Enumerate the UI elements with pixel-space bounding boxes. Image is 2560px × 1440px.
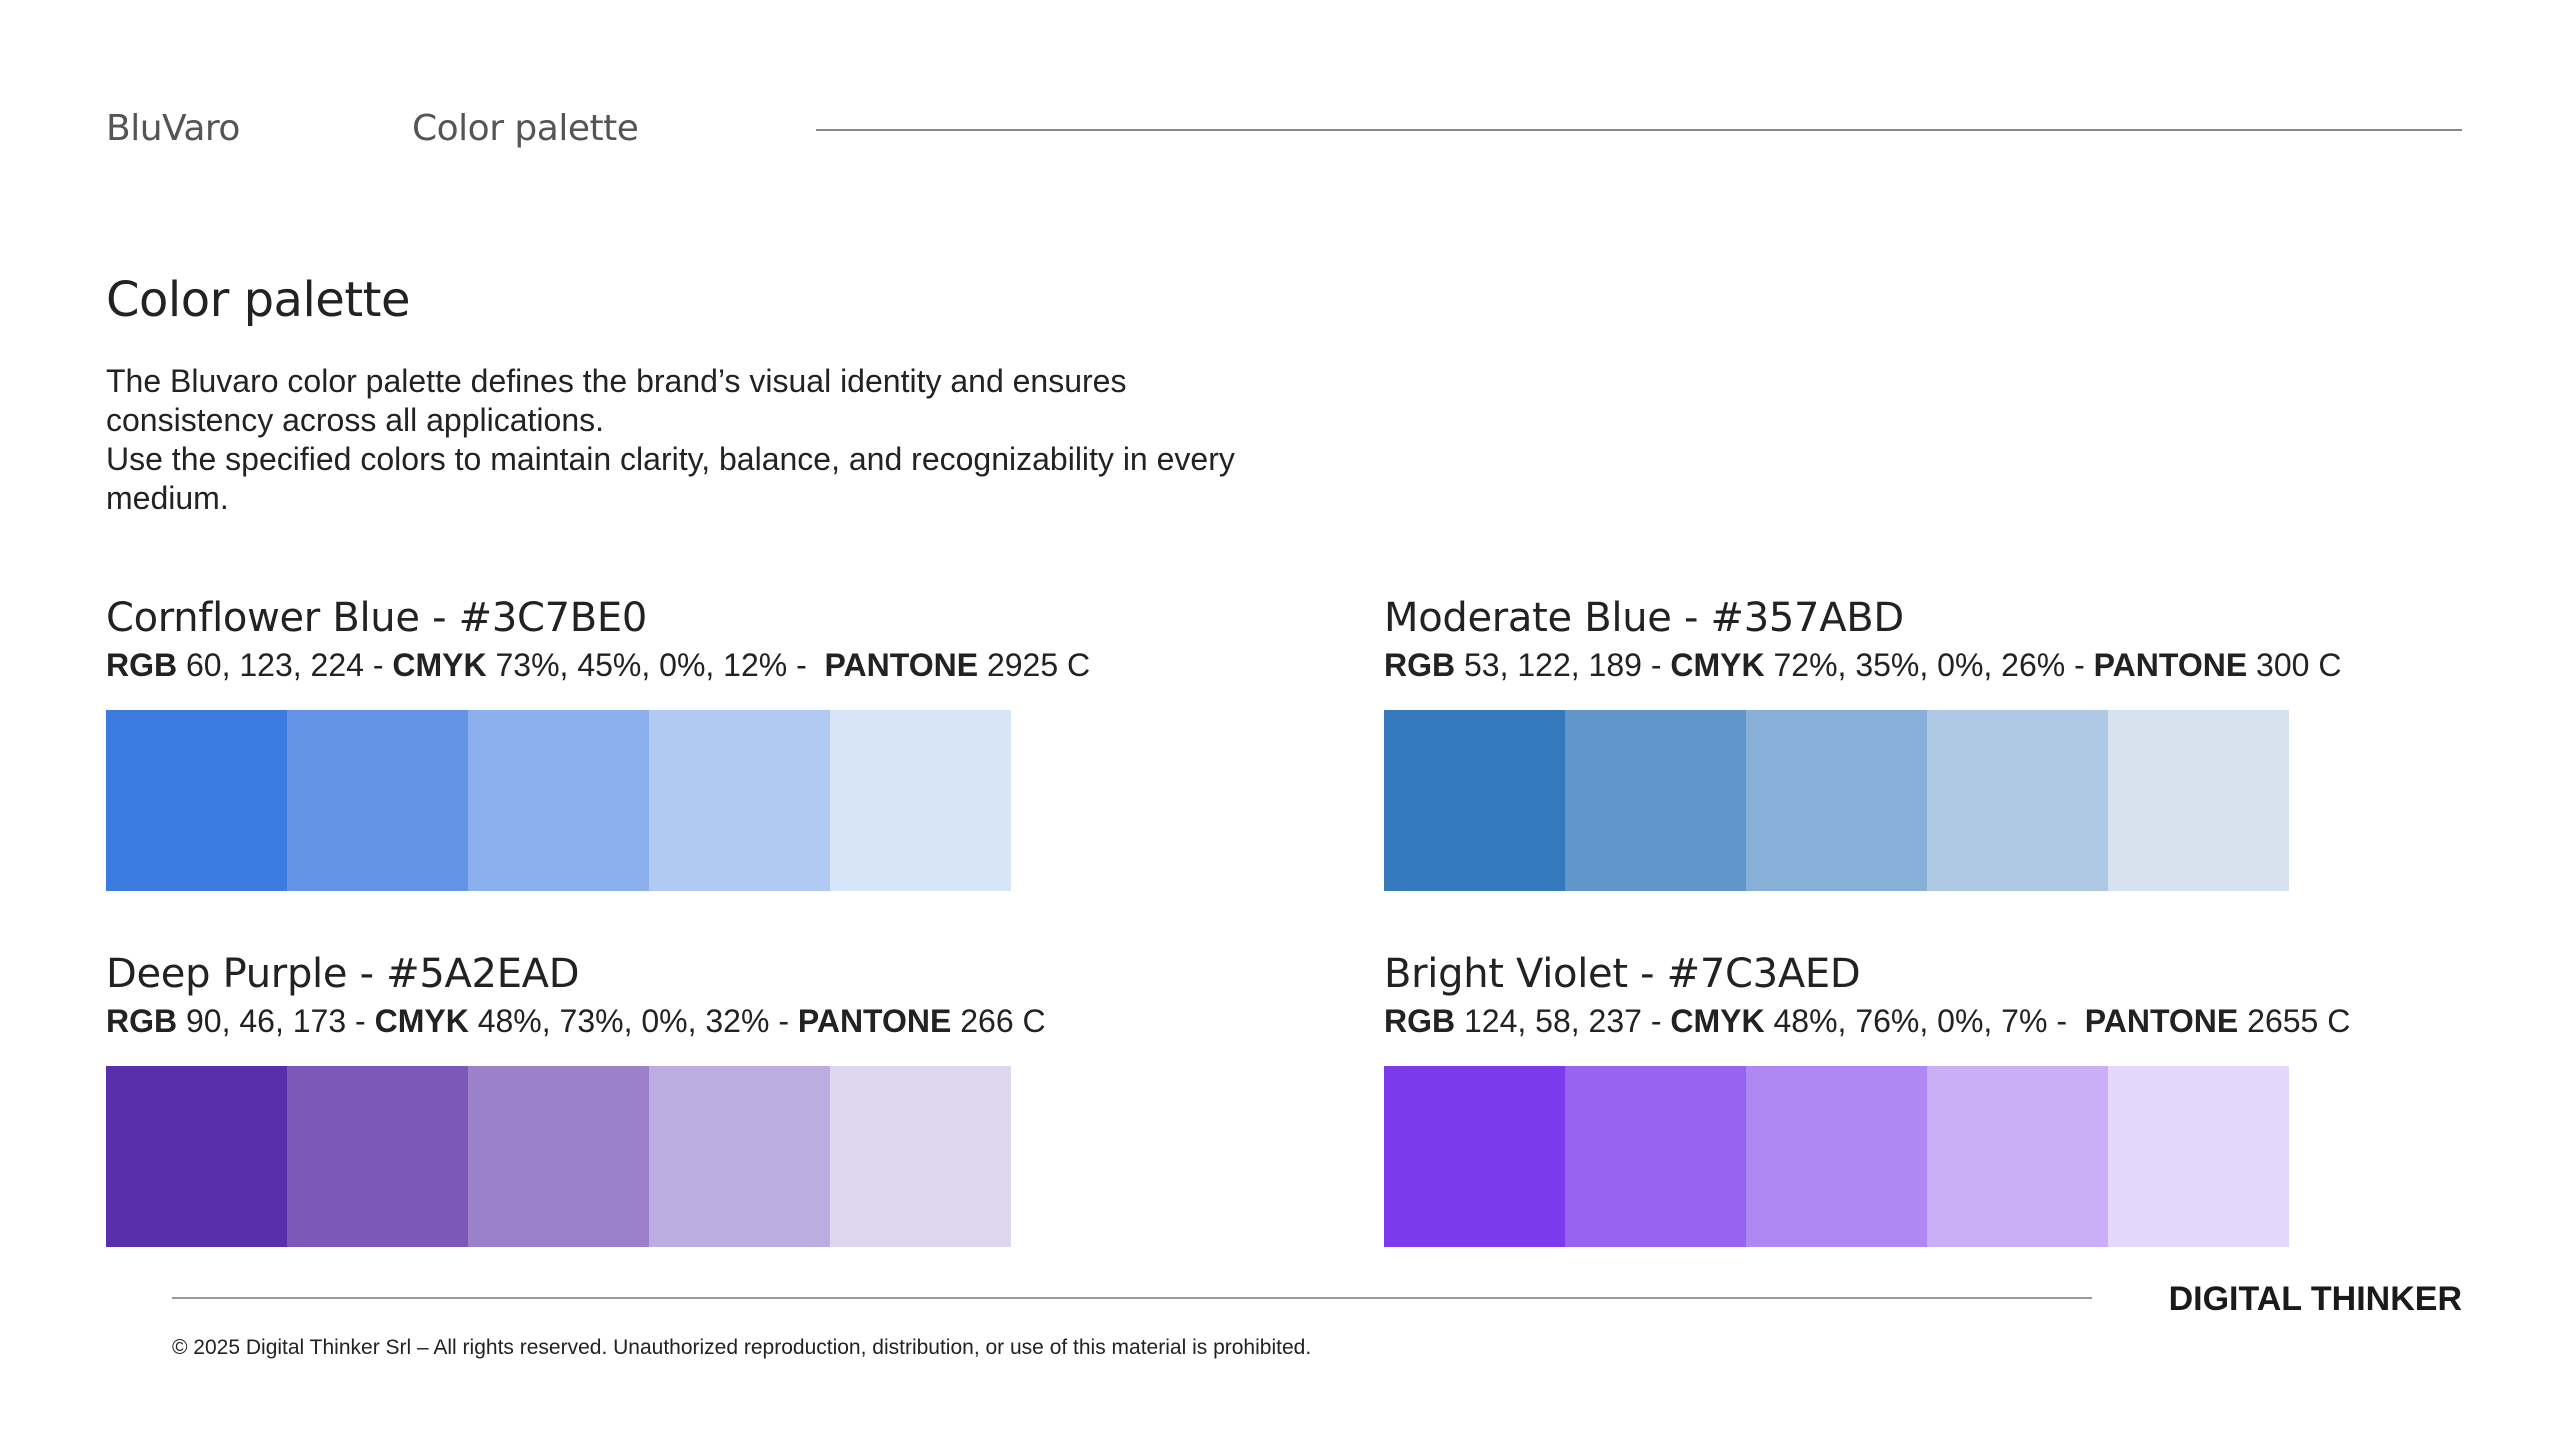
- cmyk-label: CMYK: [1670, 647, 1765, 683]
- color-swatch: [1927, 710, 2108, 891]
- color-spec: RGB 60, 123, 224 - CMYK 73%, 45%, 0%, 12…: [106, 647, 1091, 683]
- color-swatch: [1565, 710, 1746, 891]
- rgb-value: 90, 46, 173: [186, 1003, 347, 1039]
- color-spec: RGB 90, 46, 173 - CMYK 48%, 73%, 0%, 32%…: [106, 1003, 1046, 1039]
- cmyk-label: CMYK: [374, 1003, 469, 1039]
- color-name: Bright Violet - #7C3AED: [1384, 951, 1861, 997]
- section-title: Color palette: [412, 108, 639, 149]
- color-swatch: [468, 710, 649, 891]
- color-swatch: [649, 1066, 830, 1247]
- swatch-strip: [106, 1066, 1011, 1247]
- pantone-value: 2655 C: [2247, 1003, 2351, 1039]
- brand-logo-text: BluVaro: [106, 108, 240, 149]
- pantone-value: 266 C: [960, 1003, 1046, 1039]
- color-swatch: [1746, 1066, 1927, 1247]
- rgb-label: RGB: [1384, 647, 1456, 683]
- color-name: Cornflower Blue - #3C7BE0: [106, 595, 648, 641]
- color-swatch: [1384, 1066, 1565, 1247]
- pantone-value: 300 C: [2256, 647, 2342, 683]
- color-swatch: [1565, 1066, 1746, 1247]
- color-swatch: [1384, 710, 1565, 891]
- pantone-value: 2925 C: [986, 647, 1091, 683]
- cmyk-value: 73%, 45%, 0%, 12%: [495, 647, 788, 683]
- color-swatch: [106, 1066, 287, 1247]
- intro-paragraph: The Bluvaro color palette defines the br…: [106, 363, 1127, 438]
- color-swatch: [106, 710, 287, 891]
- color-card-moderate-blue: Moderate Blue - #357ABD RGB 53, 122, 189…: [1384, 595, 2560, 925]
- swatch-strip: [1384, 1066, 2289, 1247]
- rgb-value: 60, 123, 224: [186, 647, 364, 683]
- color-swatch: [830, 710, 1011, 891]
- rgb-label: RGB: [106, 647, 178, 683]
- intro-paragraph: Use the specified colors to maintain cla…: [106, 441, 1235, 516]
- color-spec: RGB 53, 122, 189 - CMYK 72%, 35%, 0%, 26…: [1384, 647, 2342, 683]
- color-swatch: [1746, 710, 1927, 891]
- color-swatch: [649, 710, 830, 891]
- copyright-notice: © 2025 Digital Thinker Srl – All rights …: [172, 1336, 1312, 1359]
- color-swatch: [1927, 1066, 2108, 1247]
- color-swatch: [830, 1066, 1011, 1247]
- color-card-cornflower-blue: Cornflower Blue - #3C7BE0 RGB 60, 123, 2…: [106, 595, 1316, 925]
- color-spec: RGB 124, 58, 237 - CMYK 48%, 76%, 0%, 7%…: [1384, 1003, 2351, 1039]
- footer-brand: DIGITAL THINKER: [2168, 1280, 2462, 1318]
- cmyk-label: CMYK: [1670, 1003, 1765, 1039]
- cmyk-label: CMYK: [392, 647, 487, 683]
- color-name: Moderate Blue - #357ABD: [1384, 595, 1904, 641]
- color-card-deep-purple: Deep Purple - #5A2EAD RGB 90, 46, 173 - …: [106, 951, 1316, 1281]
- color-swatch: [287, 1066, 468, 1247]
- color-swatch: [287, 710, 468, 891]
- color-name: Deep Purple - #5A2EAD: [106, 951, 580, 997]
- header-divider: [816, 129, 2462, 131]
- pantone-label: PANTONE: [797, 1003, 952, 1039]
- color-swatch: [468, 1066, 649, 1247]
- cmyk-value: 72%, 35%, 0%, 26%: [1773, 647, 2066, 683]
- rgb-label: RGB: [1384, 1003, 1456, 1039]
- color-card-bright-violet: Bright Violet - #7C3AED RGB 124, 58, 237…: [1384, 951, 2560, 1281]
- pantone-label: PANTONE: [2093, 647, 2248, 683]
- footer-divider: [172, 1297, 2092, 1299]
- swatch-strip: [1384, 710, 2289, 891]
- cmyk-value: 48%, 76%, 0%, 7%: [1773, 1003, 2048, 1039]
- pantone-label: PANTONE: [824, 647, 979, 683]
- top-bar: BluVaro Color palette: [106, 108, 2462, 158]
- swatch-strip: [106, 710, 1011, 891]
- rgb-value: 124, 58, 237: [1464, 1003, 1642, 1039]
- color-swatch: [2108, 710, 2289, 891]
- cmyk-value: 48%, 73%, 0%, 32%: [477, 1003, 770, 1039]
- pantone-label: PANTONE: [2084, 1003, 2239, 1039]
- color-swatch: [2108, 1066, 2289, 1247]
- rgb-label: RGB: [106, 1003, 178, 1039]
- intro-text: The Bluvaro color palette defines the br…: [106, 362, 1256, 518]
- rgb-value: 53, 122, 189: [1464, 647, 1642, 683]
- page-title: Color palette: [106, 272, 411, 328]
